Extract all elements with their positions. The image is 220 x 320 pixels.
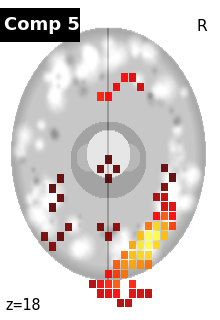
Bar [136,83,143,91]
Bar [169,173,176,182]
Bar [112,223,119,231]
Bar [112,280,119,288]
Bar [48,184,55,193]
Bar [121,270,128,278]
Bar [112,165,119,173]
Bar [104,92,112,101]
Bar [104,270,112,278]
Text: z=18: z=18 [4,298,40,313]
Bar [48,242,55,251]
Bar [64,223,72,231]
Bar [128,241,136,249]
Bar [104,155,112,164]
Bar [112,83,119,91]
Bar [145,231,152,240]
Bar [128,280,136,288]
Bar [145,221,152,230]
Bar [48,204,55,212]
Bar [169,202,176,211]
Bar [136,251,143,259]
Bar [112,289,119,298]
Bar [121,260,128,269]
Bar [145,251,152,259]
Bar [57,174,64,183]
Bar [145,289,152,298]
Bar [169,221,176,230]
Bar [0,8,80,42]
Bar [104,232,112,241]
Text: Comp 5: Comp 5 [4,16,80,34]
Bar [161,212,167,220]
Bar [117,299,123,307]
Bar [152,241,160,249]
Bar [136,231,143,240]
Bar [161,164,167,172]
Bar [161,231,167,240]
Bar [121,73,128,82]
Bar [97,92,103,101]
Bar [97,223,103,231]
Bar [112,270,119,278]
Bar [152,231,160,240]
Bar [97,280,103,288]
Bar [112,260,119,269]
Bar [161,183,167,191]
Bar [152,193,160,201]
Bar [128,251,136,259]
Bar [104,174,112,183]
Bar [121,251,128,259]
Bar [88,280,95,288]
Bar [161,202,167,211]
Bar [145,260,152,269]
Bar [104,289,112,298]
Bar [57,194,64,202]
Bar [136,241,143,249]
Bar [136,289,143,298]
Bar [97,289,103,298]
Bar [152,212,160,220]
Bar [145,241,152,249]
Bar [128,289,136,298]
Bar [128,73,136,82]
Bar [161,221,167,230]
Bar [104,280,112,288]
Bar [161,193,167,201]
Bar [125,299,132,307]
Bar [57,232,64,241]
Bar [40,232,48,241]
Bar [128,260,136,269]
Bar [97,165,103,173]
Bar [136,260,143,269]
Text: R: R [196,19,207,34]
Bar [169,212,176,220]
Bar [152,221,160,230]
